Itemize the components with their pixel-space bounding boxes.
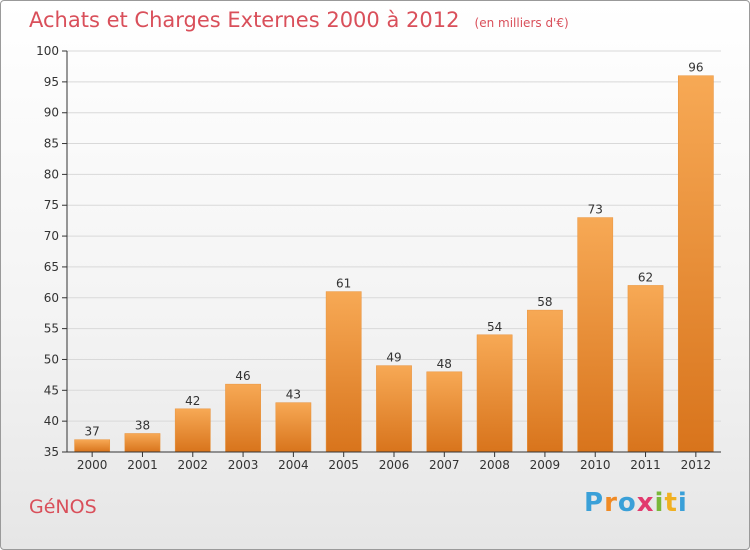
bar bbox=[577, 217, 614, 453]
bar-chart: 37 38 42 46 43 61 49 48 54 58 73 62 96 35 40 45 50 55 60 6… bbox=[36, 44, 721, 472]
y-tick-label: 45 bbox=[44, 383, 59, 397]
data-label: 58 bbox=[537, 295, 552, 309]
data-label: 62 bbox=[638, 270, 653, 284]
x-tick-label: 2007 bbox=[429, 458, 460, 472]
data-label: 61 bbox=[336, 277, 351, 291]
bar bbox=[376, 365, 412, 453]
data-label: 46 bbox=[235, 369, 250, 383]
y-tick-label: 70 bbox=[44, 229, 59, 243]
bar bbox=[124, 433, 161, 453]
bar bbox=[275, 402, 312, 453]
logo-letter: i bbox=[654, 488, 665, 518]
bar bbox=[677, 75, 714, 453]
x-tick-label: 2005 bbox=[328, 458, 359, 472]
bar bbox=[476, 334, 513, 453]
data-label: 54 bbox=[487, 320, 502, 334]
logo-letter: r bbox=[604, 488, 618, 518]
data-label: 38 bbox=[135, 418, 150, 432]
bar bbox=[325, 291, 362, 453]
y-tick-label: 75 bbox=[44, 198, 59, 212]
proxiti-logo: Proxiti bbox=[584, 488, 688, 518]
data-label: 96 bbox=[688, 61, 703, 75]
bar bbox=[527, 309, 563, 453]
x-tick-label: 2011 bbox=[630, 458, 661, 472]
x-tick-label: 2003 bbox=[228, 458, 259, 472]
data-label: 43 bbox=[286, 388, 301, 402]
y-tick-label: 60 bbox=[44, 291, 59, 305]
x-tick-label: 2010 bbox=[580, 458, 611, 472]
data-label: 49 bbox=[386, 351, 401, 365]
data-label: 42 bbox=[185, 394, 200, 408]
bar bbox=[627, 285, 664, 453]
data-label: 37 bbox=[85, 425, 100, 439]
y-tick-label: 50 bbox=[44, 352, 59, 366]
bar bbox=[426, 371, 463, 453]
x-tick-label: 2002 bbox=[177, 458, 208, 472]
logo-letter: o bbox=[617, 488, 637, 518]
y-tick-label: 85 bbox=[44, 137, 59, 151]
logo-letter: t bbox=[664, 488, 678, 518]
y-tick-label: 55 bbox=[44, 322, 59, 336]
city-name: GéNOS bbox=[29, 496, 97, 518]
x-tick-label: 2012 bbox=[681, 458, 712, 472]
x-tick-label: 2000 bbox=[77, 458, 108, 472]
y-tick-label: 100 bbox=[36, 44, 59, 58]
y-tick-label: 40 bbox=[44, 414, 59, 428]
y-tick-label: 65 bbox=[44, 260, 59, 274]
data-label: 73 bbox=[588, 203, 603, 217]
y-tick-label: 35 bbox=[44, 445, 59, 459]
chart-header: Achats et Charges Externes 2000 à 2012 (… bbox=[29, 8, 569, 32]
y-tick-label: 95 bbox=[44, 75, 59, 89]
data-label: 48 bbox=[437, 357, 452, 371]
chart-title: Achats et Charges Externes 2000 à 2012 bbox=[29, 8, 460, 32]
bar bbox=[74, 439, 111, 453]
x-tick-label: 2008 bbox=[479, 458, 510, 472]
logo-letter: P bbox=[584, 488, 605, 518]
chart-subtitle: (en milliers d'€) bbox=[474, 16, 569, 30]
y-tick-label: 80 bbox=[44, 167, 59, 181]
bar bbox=[225, 383, 261, 453]
axes: 35 40 45 50 55 60 65 70 75 80 85 90 95 100 2000 2001 200… bbox=[36, 44, 721, 472]
x-tick-label: 2009 bbox=[530, 458, 561, 472]
bars: 37 38 42 46 43 61 49 48 54 58 73 62 96 bbox=[74, 61, 714, 453]
x-tick-label: 2001 bbox=[127, 458, 158, 472]
x-tick-label: 2004 bbox=[278, 458, 309, 472]
bar bbox=[174, 408, 211, 453]
logo-letter: x bbox=[636, 488, 655, 518]
logo-letter: i bbox=[677, 488, 688, 518]
y-tick-label: 90 bbox=[44, 106, 59, 120]
x-tick-label: 2006 bbox=[379, 458, 410, 472]
